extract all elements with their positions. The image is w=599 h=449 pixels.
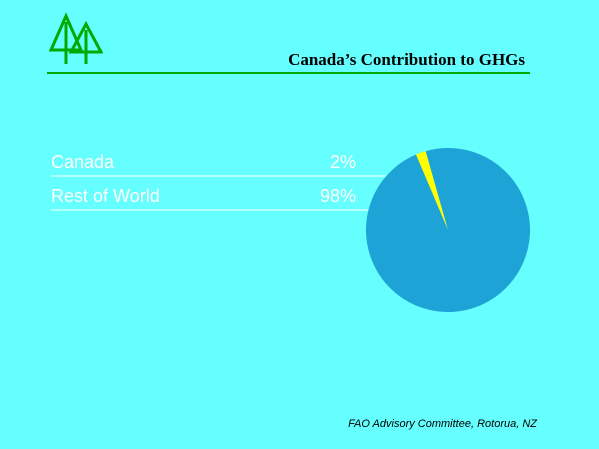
title-underline <box>47 72 530 74</box>
footer-credit: FAO Advisory Committee, Rotorua, NZ <box>348 418 537 430</box>
pie-slice-rest-of-world <box>365 148 530 313</box>
legend-value-rest-of-world: 98% <box>319 186 356 206</box>
legend-label-rest-of-world: Rest of World <box>51 186 160 206</box>
pie-slice-canada <box>415 151 448 230</box>
chart-title: Canada’s Contribution to GHGs <box>288 50 525 69</box>
twin-trees-icon <box>48 12 103 64</box>
legend-label-canada: Canada <box>51 152 115 172</box>
legend-value-canada: 2% <box>329 152 356 172</box>
legend-item-canada: Canada 2% <box>51 152 356 176</box>
legend-item-rest-of-world: Rest of World 98% <box>51 186 356 210</box>
